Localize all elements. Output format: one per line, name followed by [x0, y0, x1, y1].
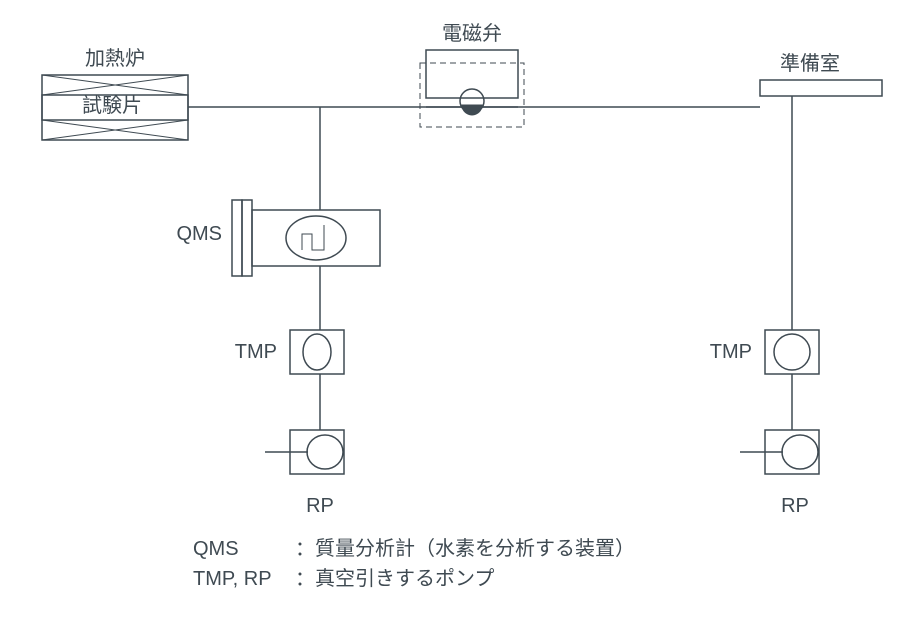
legend-qms-key: QMS: [193, 538, 239, 560]
tmp-left-node: [290, 330, 344, 374]
qms-label: QMS: [176, 223, 222, 245]
tmp-right-node: [765, 330, 819, 374]
prep-room-label: 準備室: [780, 52, 840, 75]
legend-tmprp-key: TMP, RP: [193, 568, 272, 590]
specimen-label: 試験片: [82, 94, 142, 117]
tmp-right-label: TMP: [710, 341, 752, 363]
schematic-diagram: 加熱炉 試験片 電磁弁 準備室 QMS TMP TMP RP RP QMS ：質…: [0, 0, 906, 630]
qms-node: [232, 200, 380, 276]
rp-right-node: [740, 430, 819, 474]
rp-left-node: [265, 430, 344, 474]
solenoid-valve-node: [420, 50, 524, 127]
rp-left-label: RP: [306, 495, 334, 517]
solenoid-label: 電磁弁: [442, 22, 502, 45]
legend-tmprp-value: ：真空引きするポンプ: [295, 567, 494, 590]
tmp-left-label: TMP: [235, 341, 277, 363]
rp-right-label: RP: [781, 495, 809, 517]
legend-qms-value: ：質量分析計（水素を分析する装置）: [295, 537, 635, 560]
prep-room-node: [760, 80, 882, 96]
furnace-label: 加熱炉: [85, 47, 145, 70]
